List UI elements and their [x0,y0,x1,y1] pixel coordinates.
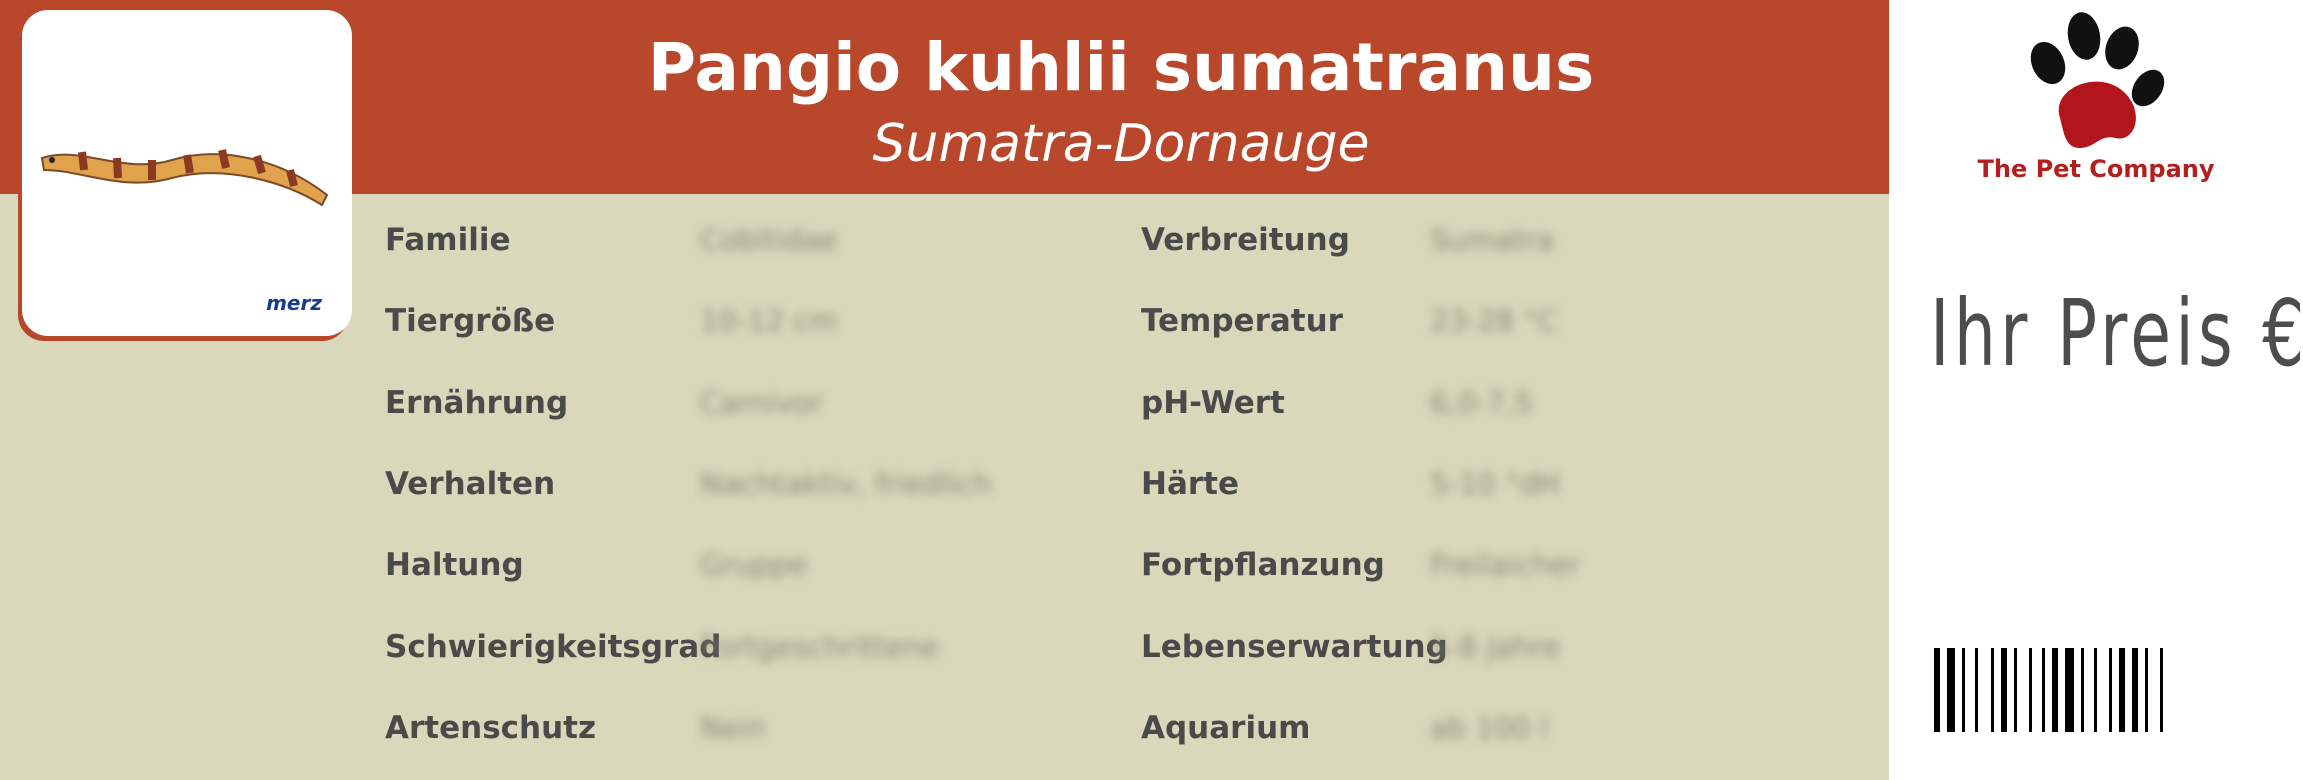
attribute-value: 10-12 cm [700,304,838,338]
barcode-bar [2029,648,2032,732]
attribute-label: Lebenserwartung [1141,629,1448,665]
barcode-bar [2119,648,2125,732]
attribute-label: Tiergröße [385,303,556,339]
barcode-bar [1991,648,1994,732]
barcode-bar [2160,648,2163,732]
attribute-label: Ernährung [385,385,569,421]
brand-name: The Pet Company [1977,155,2215,183]
fish-eye [49,157,55,163]
attribute-label: Verbreitung [1141,222,1350,258]
attribute-value: Fortgeschrittene [700,630,940,664]
attribute-label: pH-Wert [1141,385,1285,421]
barcode-bar [2132,648,2138,732]
attribute-value: Nein [700,711,766,745]
attribute-label: Verhalten [385,466,556,502]
attribute-value: 5-10 °dH [1430,467,1560,501]
attribute-label: Familie [385,222,511,258]
attribute-value: Cobitidae [700,223,838,257]
attribute-value: Carnivor [700,386,823,420]
barcode [1934,648,2163,732]
attribute-value: ab 100 l [1430,711,1549,745]
barcode-bar [1947,648,1955,732]
barcode-bar [2001,648,2007,732]
common-name: Sumatra-Dornauge [872,114,1370,174]
attribute-label: Aquarium [1141,710,1311,746]
attribute-label: Haltung [385,547,524,583]
attribute-label: Schwierigkeitsgrad [385,629,722,665]
barcode-bar [2094,648,2097,732]
price-label: Ihr Preis € [1930,280,2303,387]
barcode-bar [1975,648,1978,732]
attribute-label: Härte [1141,466,1239,502]
attribute-value: Nachtaktiv, friedlich [700,467,992,501]
fish-body [40,153,329,207]
barcode-bar [2014,648,2017,732]
attribute-value: 5-8 Jahre [1430,630,1561,664]
barcode-bar [2081,648,2084,732]
barcode-bar [1934,648,1940,732]
barcode-bar [2042,648,2045,732]
fish-stripes [78,149,298,187]
attribute-value: Gruppe [700,548,808,582]
attribute-value: 6,0-7,5 [1430,386,1533,420]
barcode-bar [1962,648,1965,732]
attribute-label: Fortpflanzung [1141,547,1385,583]
attribute-label: Temperatur [1141,303,1343,339]
barcode-bar [2145,648,2148,732]
barcode-bar [2052,648,2058,732]
attribute-value: Sumatra [1430,223,1554,257]
photo-credit: merz [266,291,322,315]
fish-photo: merz [40,149,329,315]
photo-card: merz [22,10,352,336]
barcode-bar [2109,648,2112,732]
barcode-bar [2065,648,2074,732]
attribute-value: 23-28 °C [1430,304,1559,338]
attribute-value: Freilaicher [1430,548,1580,582]
attribute-label: Artenschutz [385,710,597,746]
paw-logo [2030,12,2165,148]
species-title: Pangio kuhlii sumatranus [647,29,1595,106]
